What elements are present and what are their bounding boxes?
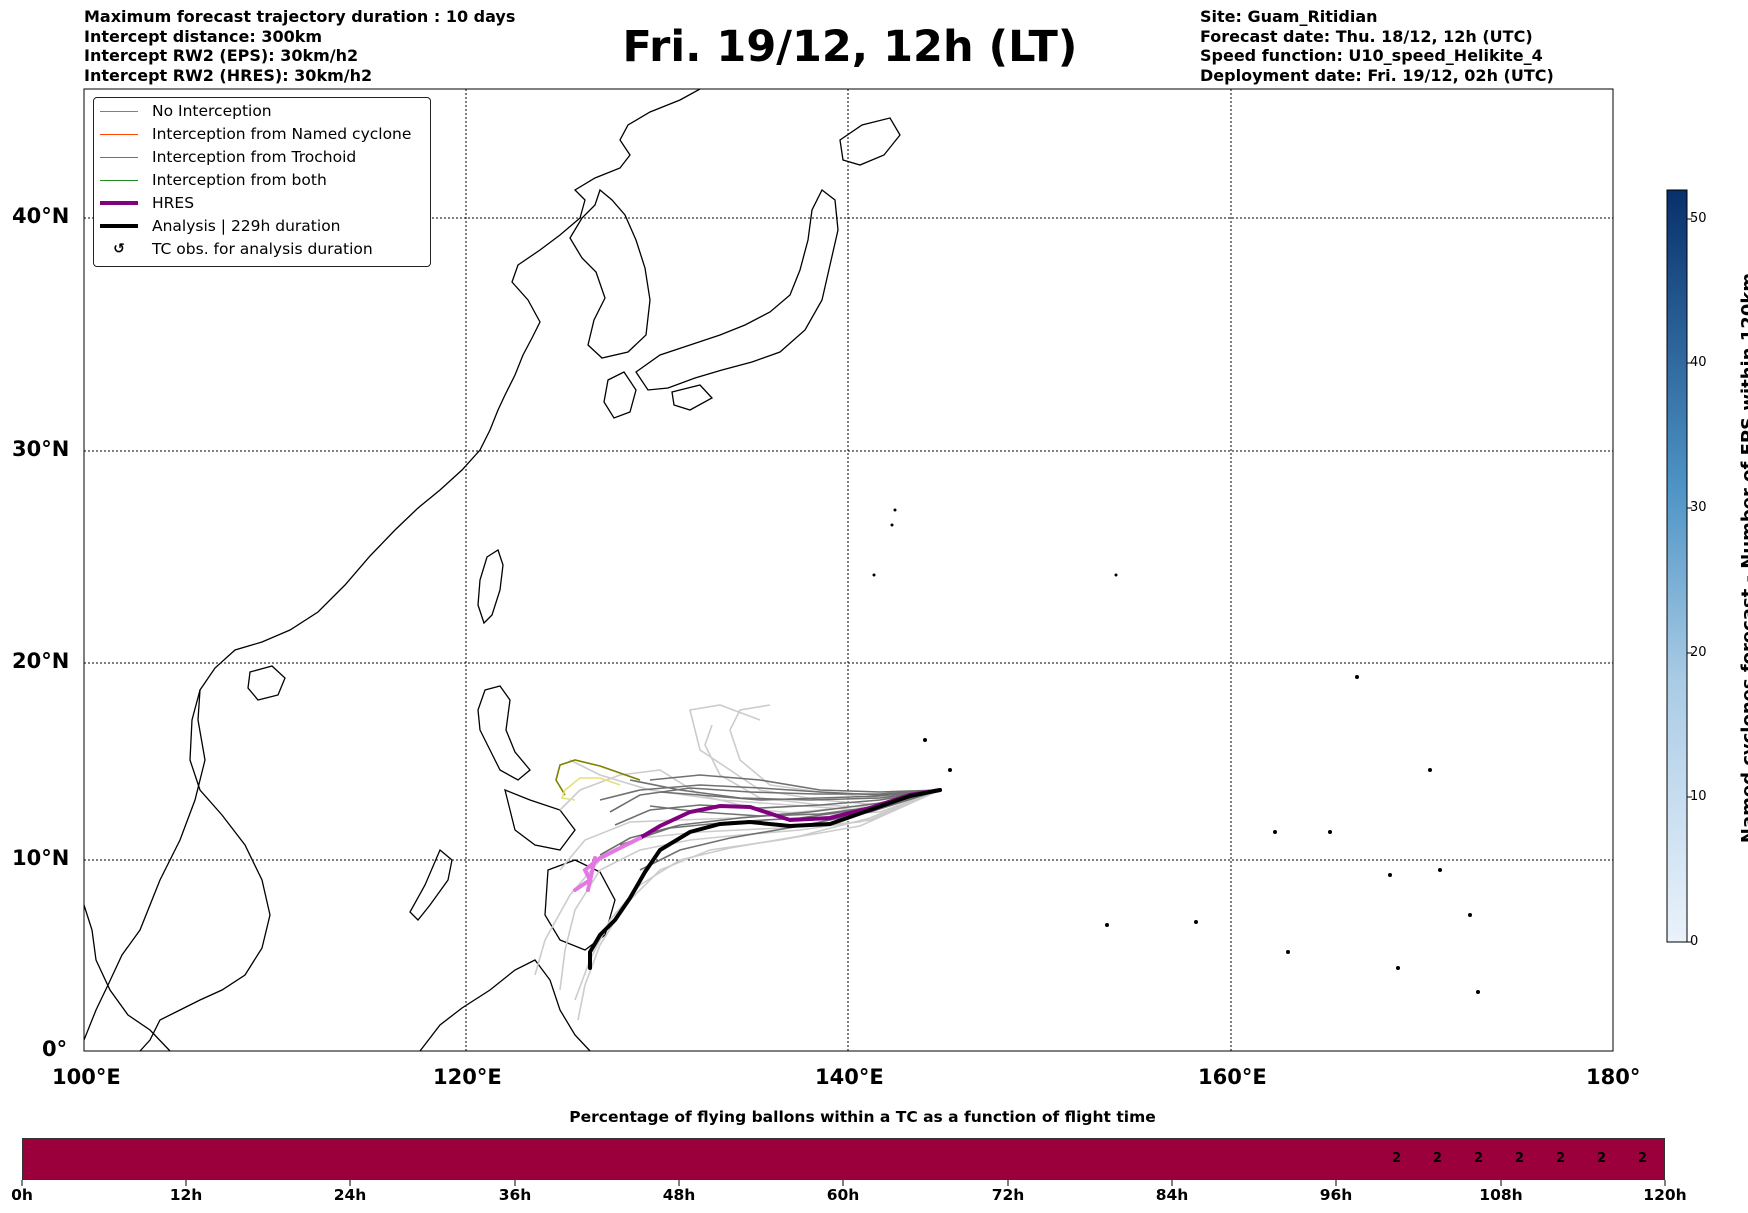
legend-label: HRES (152, 194, 195, 212)
colorbar-ticks (1687, 218, 1692, 943)
pct-tick-label: 84h (1155, 1186, 1189, 1204)
speed-function-text: Speed function: U10_speed_Helikite_4 (1200, 46, 1543, 65)
pct-tick-label: 0h (11, 1186, 33, 1204)
legend-trochoid: Interception from Trochoid (100, 147, 356, 167)
lat-label-40n: 40°N (12, 204, 70, 228)
pct-value: 2 (1638, 1151, 1648, 1166)
pct-tick-label: 108h (1479, 1186, 1523, 1204)
legend-swatch (100, 201, 138, 205)
lat-label-0: 0° (42, 1037, 68, 1061)
legend-label: Interception from Named cyclone (152, 125, 412, 143)
legend-label: TC obs. for analysis duration (152, 240, 373, 258)
hokkaido-coast (839, 117, 901, 166)
graticule (84, 89, 1613, 1051)
colorbar-tick: 0 (1690, 934, 1699, 949)
pct-tick-label: 60h (826, 1186, 860, 1204)
pct-value: 2 (1515, 1151, 1525, 1166)
trochoid-trajectories (555, 759, 641, 801)
lon-label-160e: 160°E (1198, 1065, 1267, 1089)
legend-swatch (100, 156, 138, 158)
forecast-settings: Maximum forecast trajectory duration : 1… (84, 7, 515, 85)
pct-tick-label: 120h (1643, 1186, 1687, 1204)
pct-value: 2 (1433, 1151, 1443, 1166)
pct-value: 2 (1392, 1151, 1402, 1166)
colorbar-tick: 50 (1690, 211, 1707, 226)
lon-label-120e: 120°E (433, 1065, 502, 1089)
colorbar (1666, 189, 1688, 943)
pct-value: 2 (1556, 1151, 1566, 1166)
legend-label: Interception from Trochoid (152, 148, 357, 166)
pct-tick-label: 72h (991, 1186, 1025, 1204)
lon-label-140e: 140°E (815, 1065, 884, 1089)
mindanao-coast (544, 859, 616, 951)
luzon-coast (477, 685, 531, 781)
hainan-coast (247, 665, 286, 701)
legend-swatch (100, 179, 138, 181)
lon-label-180: 180° (1586, 1065, 1641, 1089)
shikoku-coast (671, 384, 714, 411)
legend-hres: HRES (100, 193, 194, 213)
colorbar-tick: 10 (1690, 789, 1707, 804)
intercept-eps-text: Intercept RW2 (EPS): 30km/h2 (84, 46, 359, 65)
legend-swatch (100, 110, 138, 112)
legend-analysis: Analysis | 229h duration (100, 216, 341, 236)
forecast-date-text: Forecast date: Thu. 18/12, 12h (UTC) (1200, 26, 1533, 46)
colorbar-label: Named cyclones forecast - Number of EPS … (1738, 272, 1748, 844)
pct-tick-label: 24h (333, 1186, 367, 1204)
honshu-coast (635, 189, 839, 391)
cyclone-symbol-icon: ↺ (113, 241, 125, 257)
intercept-distance-text: Intercept distance: 300km (84, 26, 323, 46)
taiwan-coast (477, 549, 504, 625)
hres-trajectory-tail (586, 856, 597, 892)
indochina-coast (139, 689, 271, 1051)
max-duration-text: Maximum forecast trajectory duration : 1… (84, 7, 516, 26)
pct-value: 2 (1597, 1151, 1607, 1166)
visayas-coast (504, 788, 576, 851)
pct-tick-label: 96h (1319, 1186, 1353, 1204)
legend-named-cyclone: Interception from Named cyclone (100, 124, 411, 144)
legend-both: Interception from both (100, 170, 327, 190)
map-title: Fri. 19/12, 12h (LT) (622, 22, 1078, 72)
colorbar-tick: 40 (1690, 355, 1707, 370)
site-text: Site: Guam_Ritidian (1200, 7, 1378, 26)
china-coast (84, 89, 701, 1041)
legend-label: Interception from both (152, 171, 327, 189)
legend-label: No Interception (152, 102, 272, 120)
lat-label-20n: 20°N (12, 649, 70, 673)
coastlines (84, 89, 901, 1051)
map-legend: No Interception Interception from Named … (93, 97, 431, 267)
lon-label-100e: 100°E (52, 1065, 121, 1089)
pct-tick-label: 36h (498, 1186, 532, 1204)
pct-tick-label: 48h (662, 1186, 696, 1204)
korea-coast (569, 188, 651, 359)
legend-tc-obs: ↺ TC obs. for analysis duration (100, 239, 373, 259)
palawan-coast (409, 848, 453, 921)
island-markers (872, 508, 1480, 994)
lat-label-10n: 10°N (12, 846, 70, 870)
legend-no-interception: No Interception (100, 101, 272, 121)
colorbar-tick: 20 (1690, 645, 1707, 660)
pct-value: 2 (1474, 1151, 1484, 1166)
kyushu-coast (603, 371, 637, 419)
legend-swatch (100, 224, 138, 228)
legend-label: Analysis | 229h duration (152, 217, 341, 235)
deployment-date-text: Deployment date: Fri. 19/12, 02h (UTC) (1200, 65, 1554, 85)
analysis-trajectory (588, 788, 942, 970)
borneo-coast (419, 959, 591, 1051)
legend-swatch (100, 133, 138, 135)
intercept-hres-text: Intercept RW2 (HRES): 30km/h2 (84, 65, 373, 85)
pct-bar (22, 1138, 1665, 1180)
pct-bar-ticks (21, 1180, 1666, 1186)
pct-tick-label: 12h (169, 1186, 203, 1204)
deployment-info: Site: Guam_Ritidian Forecast date: Thu. … (1200, 7, 1554, 85)
pct-bar-title: Percentage of flying ballons within a TC… (569, 1108, 1156, 1126)
malay-coast (84, 904, 171, 1051)
colorbar-tick: 30 (1690, 500, 1707, 515)
lat-label-30n: 30°N (12, 437, 70, 461)
